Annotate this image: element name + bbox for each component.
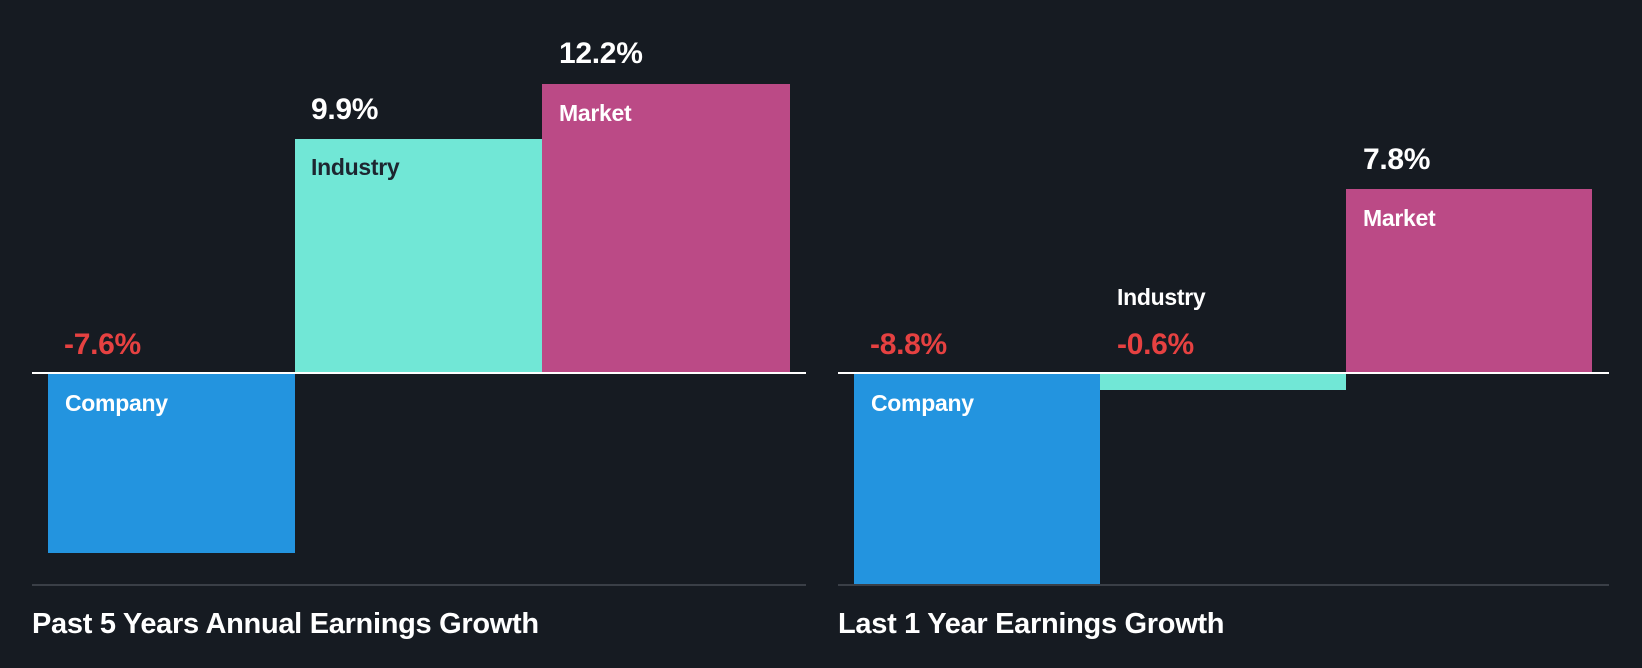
bar-label-company: Company [871,390,974,416]
bar-label-industry: Industry [311,154,400,180]
value-label-industry: 9.9% [311,93,379,126]
bar-market [542,84,790,374]
bar-label-industry: Industry [1117,284,1206,310]
bar-label-market: Market [559,100,632,126]
zero-line [32,372,806,374]
value-label-industry: -0.6% [1117,328,1194,361]
bar-company [854,374,1100,584]
axis-baseline [838,584,1609,586]
value-label-company: -7.6% [64,328,141,361]
value-label-market: 12.2% [559,37,643,70]
value-label-market: 7.8% [1363,143,1431,176]
bar-label-company: Company [65,390,168,416]
chart-title: Last 1 Year Earnings Growth [838,608,1225,640]
bar-market [1346,189,1592,374]
bar-label-market: Market [1363,205,1436,231]
zero-line [838,372,1609,374]
chart-last-1-year: Company -8.8% Industry -0.6% Market 7.8%… [821,0,1642,668]
chart-title: Past 5 Years Annual Earnings Growth [32,608,539,640]
bar-industry [1100,374,1346,390]
bar-industry [295,139,542,374]
axis-baseline [32,584,806,586]
chart-past-5-years: Company -7.6% Industry 9.9% Market 12.2%… [32,37,806,640]
value-label-company: -8.8% [870,328,947,361]
bar-company [48,374,295,553]
